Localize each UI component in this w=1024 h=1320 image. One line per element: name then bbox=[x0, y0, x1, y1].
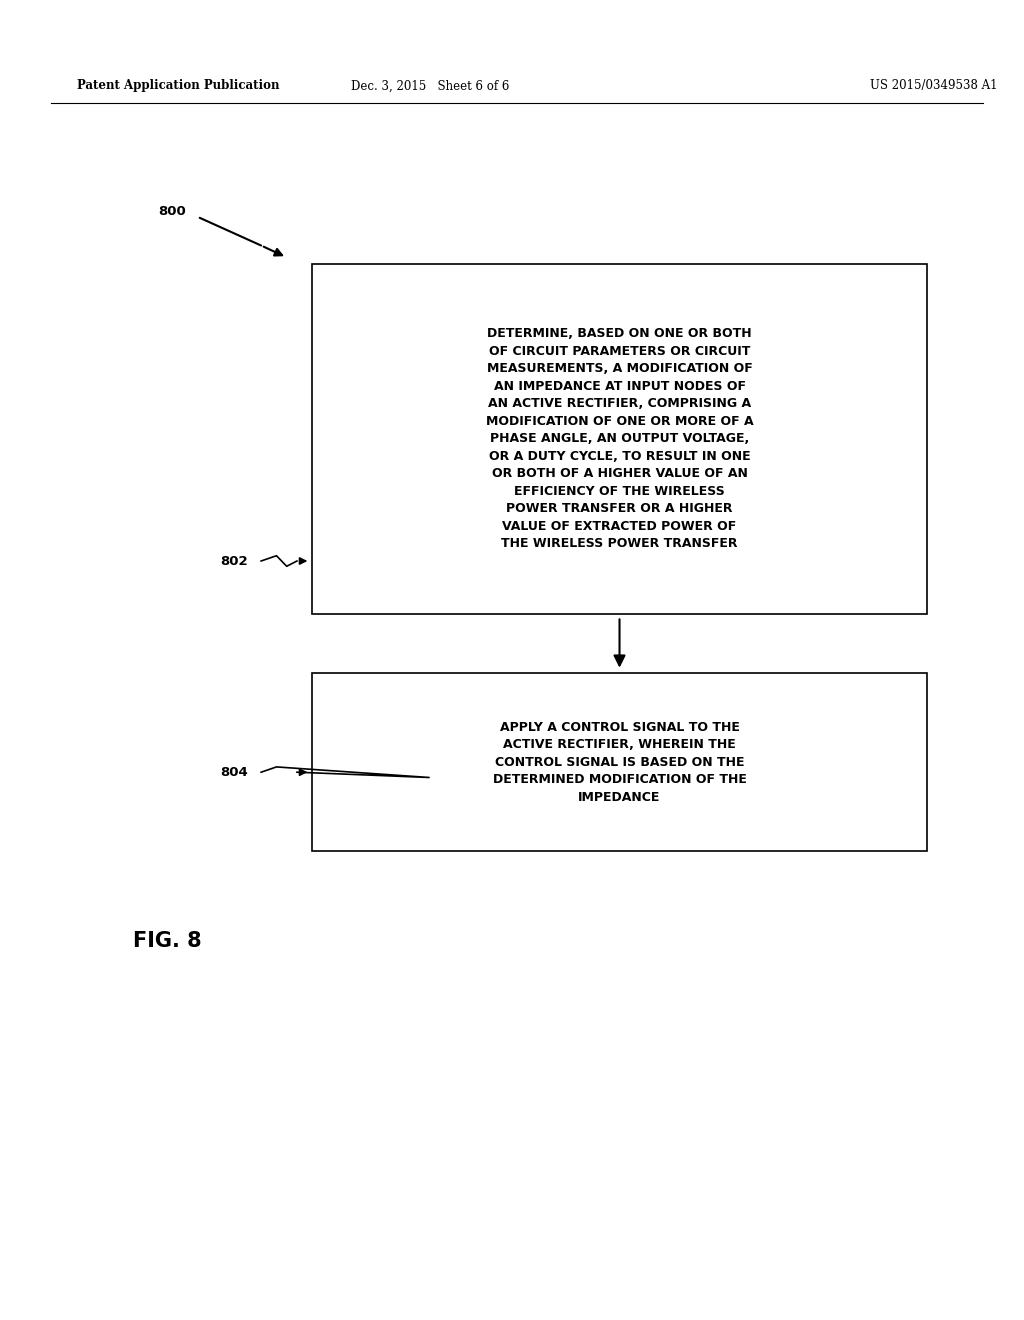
Text: DETERMINE, BASED ON ONE OR BOTH
OF CIRCUIT PARAMETERS OR CIRCUIT
MEASUREMENTS, A: DETERMINE, BASED ON ONE OR BOTH OF CIRCU… bbox=[485, 327, 754, 550]
Text: FIG. 8: FIG. 8 bbox=[133, 931, 202, 950]
Text: APPLY A CONTROL SIGNAL TO THE
ACTIVE RECTIFIER, WHEREIN THE
CONTROL SIGNAL IS BA: APPLY A CONTROL SIGNAL TO THE ACTIVE REC… bbox=[493, 721, 746, 804]
Text: Patent Application Publication: Patent Application Publication bbox=[77, 79, 280, 92]
Text: 804: 804 bbox=[220, 766, 248, 779]
Bar bbox=[312, 673, 927, 851]
Text: Dec. 3, 2015   Sheet 6 of 6: Dec. 3, 2015 Sheet 6 of 6 bbox=[351, 79, 509, 92]
Text: US 2015/0349538 A1: US 2015/0349538 A1 bbox=[870, 79, 998, 92]
Text: 800: 800 bbox=[159, 205, 186, 218]
Bar bbox=[312, 264, 927, 614]
Text: 802: 802 bbox=[220, 554, 248, 568]
